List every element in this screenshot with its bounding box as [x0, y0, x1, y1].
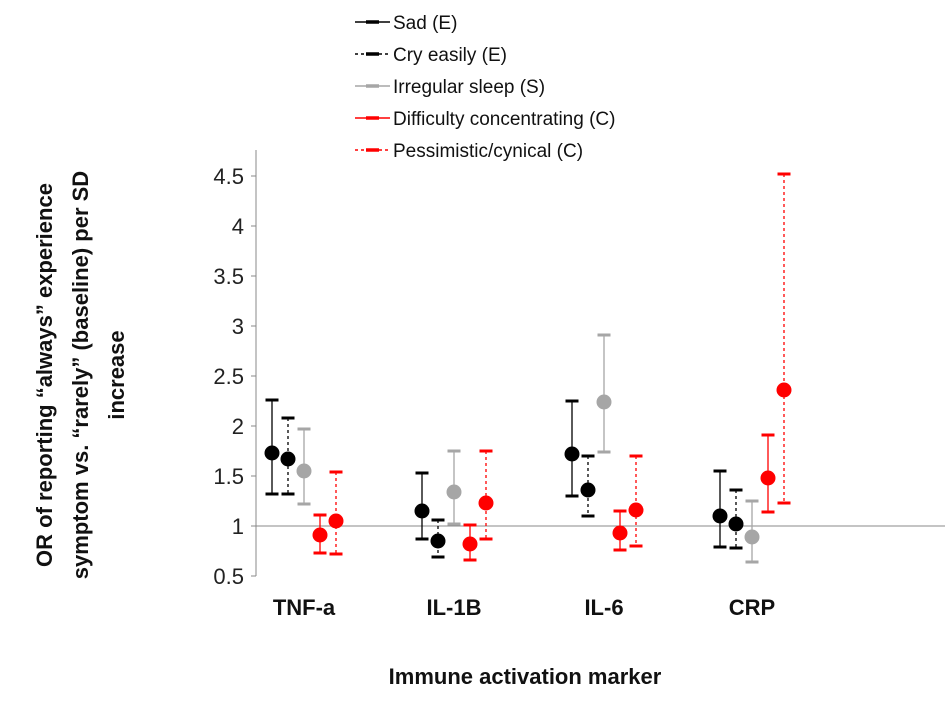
data-point	[612, 525, 628, 541]
data-point	[628, 502, 644, 518]
x-axis-title: Immune activation marker	[389, 664, 662, 689]
x-axis-labels: TNF-a IL-1B IL-6 CRP	[273, 595, 775, 620]
data-point	[596, 394, 612, 410]
legend-entry-label: Difficulty concentrating (C)	[393, 109, 615, 130]
y-tick-label: 0.5	[213, 564, 244, 589]
legend-entry-label: Cry easily (E)	[393, 45, 507, 66]
y-tick-label: 3	[232, 314, 244, 339]
data-point	[580, 482, 596, 498]
legend-entry-label: Sad (E)	[393, 13, 457, 34]
data-point	[760, 470, 776, 486]
y-tick-label: 1	[232, 514, 244, 539]
legend-entry-label: Irregular sleep (S)	[393, 77, 545, 98]
data-point	[728, 516, 744, 532]
x-category-label: TNF-a	[273, 595, 336, 620]
data-point	[296, 463, 312, 479]
legend-entry-label: Pessimistic/cynical (C)	[393, 141, 583, 162]
data-point	[776, 382, 792, 398]
data-point	[280, 451, 296, 467]
data-point	[430, 533, 446, 549]
data-point	[328, 513, 344, 529]
data-point	[414, 503, 430, 519]
data-point	[712, 508, 728, 524]
y-axis: 0.5 1 1.5 2 2.5 3 3.5 4 4.5	[213, 150, 257, 589]
data-point	[478, 495, 494, 511]
chart-marks	[264, 172, 792, 564]
data-point	[312, 527, 328, 543]
x-category-label: IL-6	[584, 595, 623, 620]
y-tick-label: 2.5	[213, 364, 244, 389]
y-tick-label: 4	[232, 214, 244, 239]
y-axis-title-line: increase	[104, 330, 129, 419]
y-tick-label: 2	[232, 414, 244, 439]
x-category-label: IL-1B	[427, 595, 482, 620]
y-axis-title: OR of reporting “always” experience sympt…	[32, 171, 129, 579]
data-point	[564, 446, 580, 462]
data-point	[264, 445, 280, 461]
x-category-label: CRP	[729, 595, 775, 620]
y-axis-title-line: OR of reporting “always” experience	[32, 183, 57, 567]
data-point	[446, 484, 462, 500]
legend: Sad (E) Cry easily (E) Irregular sleep (S)…	[355, 13, 615, 162]
y-tick-label: 1.5	[213, 464, 244, 489]
y-tick-label: 4.5	[213, 164, 244, 189]
data-point	[462, 536, 478, 552]
y-tick-label: 3.5	[213, 264, 244, 289]
y-axis-title-line: symptom vs. “rarely” (baseline) per SD	[68, 171, 93, 579]
data-point	[744, 529, 760, 545]
